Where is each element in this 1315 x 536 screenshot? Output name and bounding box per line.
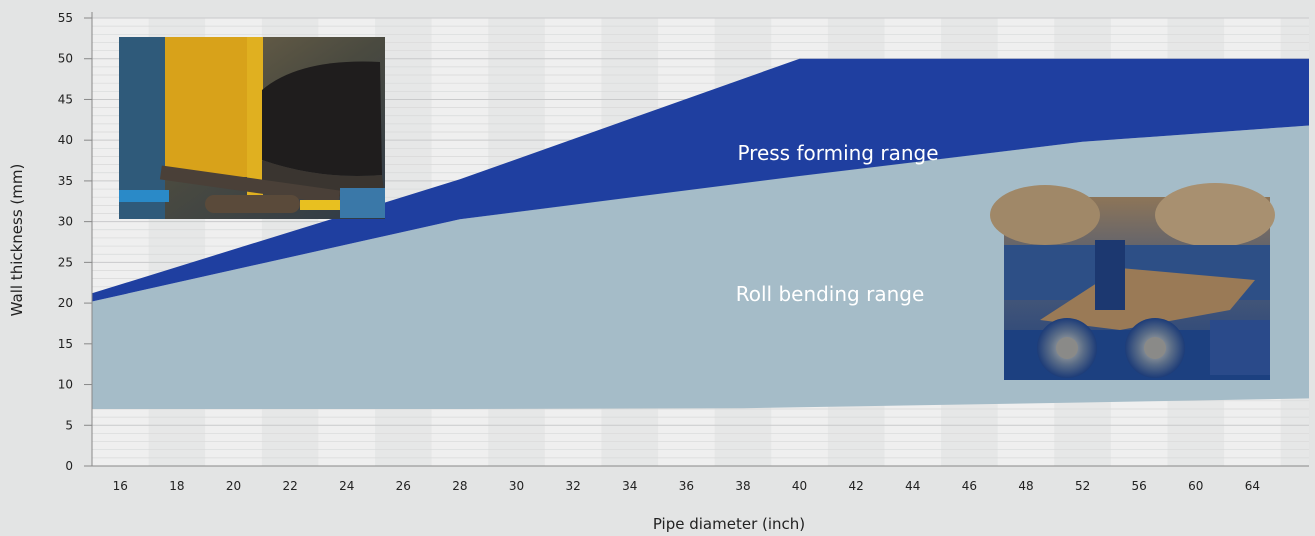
x-tick-label: 16 — [113, 479, 128, 493]
x-tick-label: 30 — [509, 479, 524, 493]
x-tick-label: 60 — [1188, 479, 1203, 493]
x-tick-label: 42 — [849, 479, 864, 493]
x-tick-label: 44 — [905, 479, 920, 493]
y-axis-title: Wall thickness (mm) — [8, 164, 26, 317]
x-tick-label: 34 — [622, 479, 637, 493]
y-tick-label: 5 — [65, 418, 73, 432]
x-tick-label: 22 — [282, 479, 297, 493]
roll-bending-photo — [990, 183, 1275, 380]
roll-bending-label: Roll bending range — [736, 282, 925, 306]
y-tick-label: 25 — [58, 255, 73, 269]
x-axis-title: Pipe diameter (inch) — [653, 515, 805, 533]
x-tick-label: 56 — [1132, 479, 1147, 493]
y-tick-label: 30 — [58, 215, 73, 229]
y-tick-label: 10 — [58, 378, 73, 392]
y-tick-label: 0 — [65, 459, 73, 473]
x-tick-label: 26 — [396, 479, 411, 493]
press-forming-photo — [119, 37, 385, 219]
x-tick-label: 28 — [452, 479, 467, 493]
y-tick-label: 50 — [58, 52, 73, 66]
area-press-forming-range — [92, 58, 1309, 302]
x-tick-label: 24 — [339, 479, 354, 493]
x-tick-label: 52 — [1075, 479, 1090, 493]
axes — [91, 12, 1309, 467]
x-tick-label: 32 — [565, 479, 580, 493]
x-tick-label: 36 — [679, 479, 694, 493]
x-tick-label: 64 — [1245, 479, 1260, 493]
press-forming-label: Press forming range — [737, 141, 938, 165]
y-tick-label: 55 — [58, 11, 73, 25]
y-tick-label: 35 — [58, 174, 73, 188]
y-tick-label: 45 — [58, 92, 73, 106]
y-axis-ticks: 0 5 10 15 20 25 30 35 40 45 50 55 — [58, 11, 92, 473]
x-axis-ticks: 16 18 20 22 24 26 28 30 32 34 36 38 40 42 44 46 48 52 56 60… — [113, 479, 1260, 493]
x-tick-label: 38 — [735, 479, 750, 493]
x-tick-label: 40 — [792, 479, 807, 493]
x-tick-label: 18 — [169, 479, 184, 493]
y-tick-label: 15 — [58, 337, 73, 351]
x-tick-label: 46 — [962, 479, 977, 493]
y-tick-label: 20 — [58, 296, 73, 310]
x-tick-label: 48 — [1018, 479, 1033, 493]
x-tick-label: 20 — [226, 479, 241, 493]
y-tick-label: 40 — [58, 133, 73, 147]
